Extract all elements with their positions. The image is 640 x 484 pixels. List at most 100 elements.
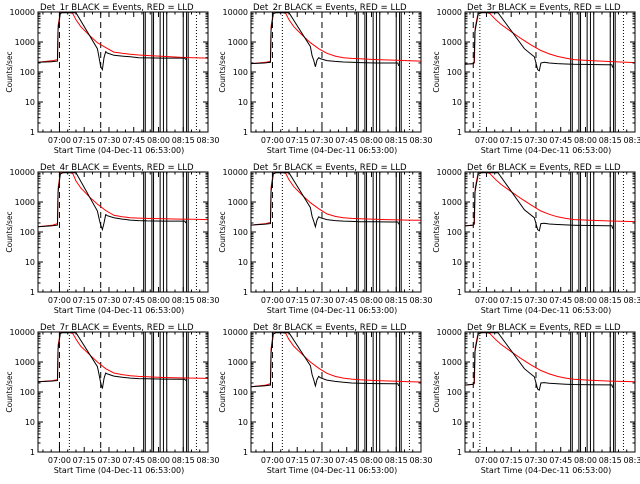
vertical-markers <box>271 12 410 132</box>
x-tick-label: 08:00 <box>574 456 597 465</box>
vertical-markers <box>472 332 624 452</box>
y-tick-label: 10 <box>25 258 35 267</box>
x-tick-label: 08:30 <box>623 136 640 145</box>
panel-4: Det_4r BLACK = Events, RED = LLD 1 10 100 10… <box>5 163 220 315</box>
y-tick-label: 1000 <box>228 198 248 207</box>
x-tick-label: 07:15 <box>286 456 309 465</box>
x-tick-label: 08:00 <box>574 296 597 305</box>
y-tick-label: 10 <box>25 418 35 427</box>
y-axis-label: Counts/sec <box>218 371 227 412</box>
y-tick-label: 10 <box>238 418 248 427</box>
y-tick-label: 100 <box>20 388 35 397</box>
y-tick-label: 10 <box>452 258 462 267</box>
x-tick-label: 07:15 <box>286 296 309 305</box>
y-tick-label: 100 <box>20 68 35 77</box>
events-series-line <box>465 172 614 232</box>
x-tick-label: 07:00 <box>48 296 71 305</box>
x-axis-label: Start Time (04-Dec-11 06:53:00) <box>481 466 612 475</box>
x-tick-label: 08:30 <box>623 456 640 465</box>
vertical-markers <box>58 172 197 292</box>
events-series-line <box>251 332 400 388</box>
y-axis-label: Counts/sec <box>5 211 14 252</box>
series-group <box>465 172 635 232</box>
x-tick-label: 07:15 <box>500 136 523 145</box>
x-tick-label: 07:00 <box>261 296 284 305</box>
x-tick-label: 08:15 <box>385 296 408 305</box>
vertical-markers <box>472 12 624 132</box>
panel-title: Det_3r BLACK = Events, RED = LLD <box>467 3 621 13</box>
y-tick-label: 1000 <box>442 198 462 207</box>
panel-title: Det_2r BLACK = Events, RED = LLD <box>253 3 407 13</box>
y-axis-label: Counts/sec <box>218 211 227 252</box>
x-tick-label: 07:30 <box>310 456 333 465</box>
x-axis-label: Start Time (04-Dec-11 06:53:00) <box>481 146 612 155</box>
y-tick-label: 100 <box>20 228 35 237</box>
x-tick-label: 07:00 <box>48 456 71 465</box>
x-tick-label: 08:00 <box>147 456 170 465</box>
y-axis-label: Counts/sec <box>432 211 441 252</box>
panel-title: Det_6r BLACK = Events, RED = LLD <box>467 163 621 173</box>
vertical-markers <box>271 172 410 292</box>
x-tick-label: 08:15 <box>172 296 195 305</box>
events-series-line <box>38 172 187 232</box>
y-tick-label: 1 <box>243 128 248 137</box>
x-tick-label: 07:30 <box>97 136 120 145</box>
x-axis-label: Start Time (04-Dec-11 06:53:00) <box>54 466 185 475</box>
events-series-line <box>465 12 614 72</box>
x-tick-label: 08:15 <box>599 456 622 465</box>
x-tick-label: 08:15 <box>599 136 622 145</box>
y-tick-label: 10 <box>25 98 35 107</box>
y-tick-label: 10000 <box>10 168 35 177</box>
series-group <box>38 172 208 232</box>
x-tick-label: 07:30 <box>524 136 547 145</box>
x-tick-label: 07:45 <box>549 456 572 465</box>
x-axis-label: Start Time (04-Dec-11 06:53:00) <box>54 306 185 315</box>
x-tick-label: 07:00 <box>475 456 498 465</box>
y-tick-label: 1000 <box>15 358 35 367</box>
vertical-markers <box>271 332 410 452</box>
x-tick-label: 07:30 <box>524 456 547 465</box>
x-tick-label: 08:00 <box>147 136 170 145</box>
y-tick-label: 10 <box>452 98 462 107</box>
panel-5: Det_5r BLACK = Events, RED = LLD 1 10 100 10… <box>218 163 433 315</box>
x-axis-label: Start Time (04-Dec-11 06:53:00) <box>267 466 398 475</box>
x-tick-label: 07:45 <box>122 296 145 305</box>
x-tick-label: 07:15 <box>286 136 309 145</box>
x-tick-label: 07:30 <box>97 456 120 465</box>
y-tick-label: 1000 <box>15 38 35 47</box>
x-tick-label: 08:00 <box>360 456 383 465</box>
panel-3: Det_3r BLACK = Events, RED = LLD 1 10 100 10… <box>432 3 640 155</box>
x-tick-label: 07:45 <box>335 136 358 145</box>
y-axis-label: Counts/sec <box>5 371 14 412</box>
x-tick-label: 07:30 <box>97 296 120 305</box>
vertical-markers <box>472 172 624 292</box>
panel-2: Det_2r BLACK = Events, RED = LLD 1 10 100 10… <box>218 3 433 155</box>
x-tick-label: 07:15 <box>500 296 523 305</box>
y-tick-label: 10000 <box>223 328 248 337</box>
panel-title: Det_5r BLACK = Events, RED = LLD <box>253 163 407 173</box>
y-tick-label: 100 <box>447 228 462 237</box>
y-tick-label: 1 <box>30 288 35 297</box>
y-tick-label: 10000 <box>437 168 462 177</box>
y-axis-label: Counts/sec <box>432 51 441 92</box>
x-tick-label: 08:15 <box>172 136 195 145</box>
y-tick-label: 1 <box>243 448 248 457</box>
y-tick-label: 1 <box>30 128 35 137</box>
x-tick-label: 07:45 <box>549 136 572 145</box>
y-tick-label: 1 <box>243 288 248 297</box>
y-tick-label: 10000 <box>10 328 35 337</box>
x-tick-label: 07:00 <box>261 136 284 145</box>
panel-8: Det_8r BLACK = Events, RED = LLD 1 10 100 10… <box>218 323 433 475</box>
panel-7: Det_7r BLACK = Events, RED = LLD 1 10 100 10… <box>5 323 220 475</box>
panel-title: Det_1r BLACK = Events, RED = LLD <box>40 3 194 13</box>
y-tick-label: 10000 <box>223 168 248 177</box>
y-tick-label: 10 <box>238 98 248 107</box>
x-tick-label: 07:00 <box>261 456 284 465</box>
series-group <box>465 12 635 72</box>
x-tick-label: 07:00 <box>48 136 71 145</box>
vertical-markers <box>58 12 197 132</box>
x-tick-label: 07:00 <box>475 296 498 305</box>
x-tick-label: 07:00 <box>475 136 498 145</box>
